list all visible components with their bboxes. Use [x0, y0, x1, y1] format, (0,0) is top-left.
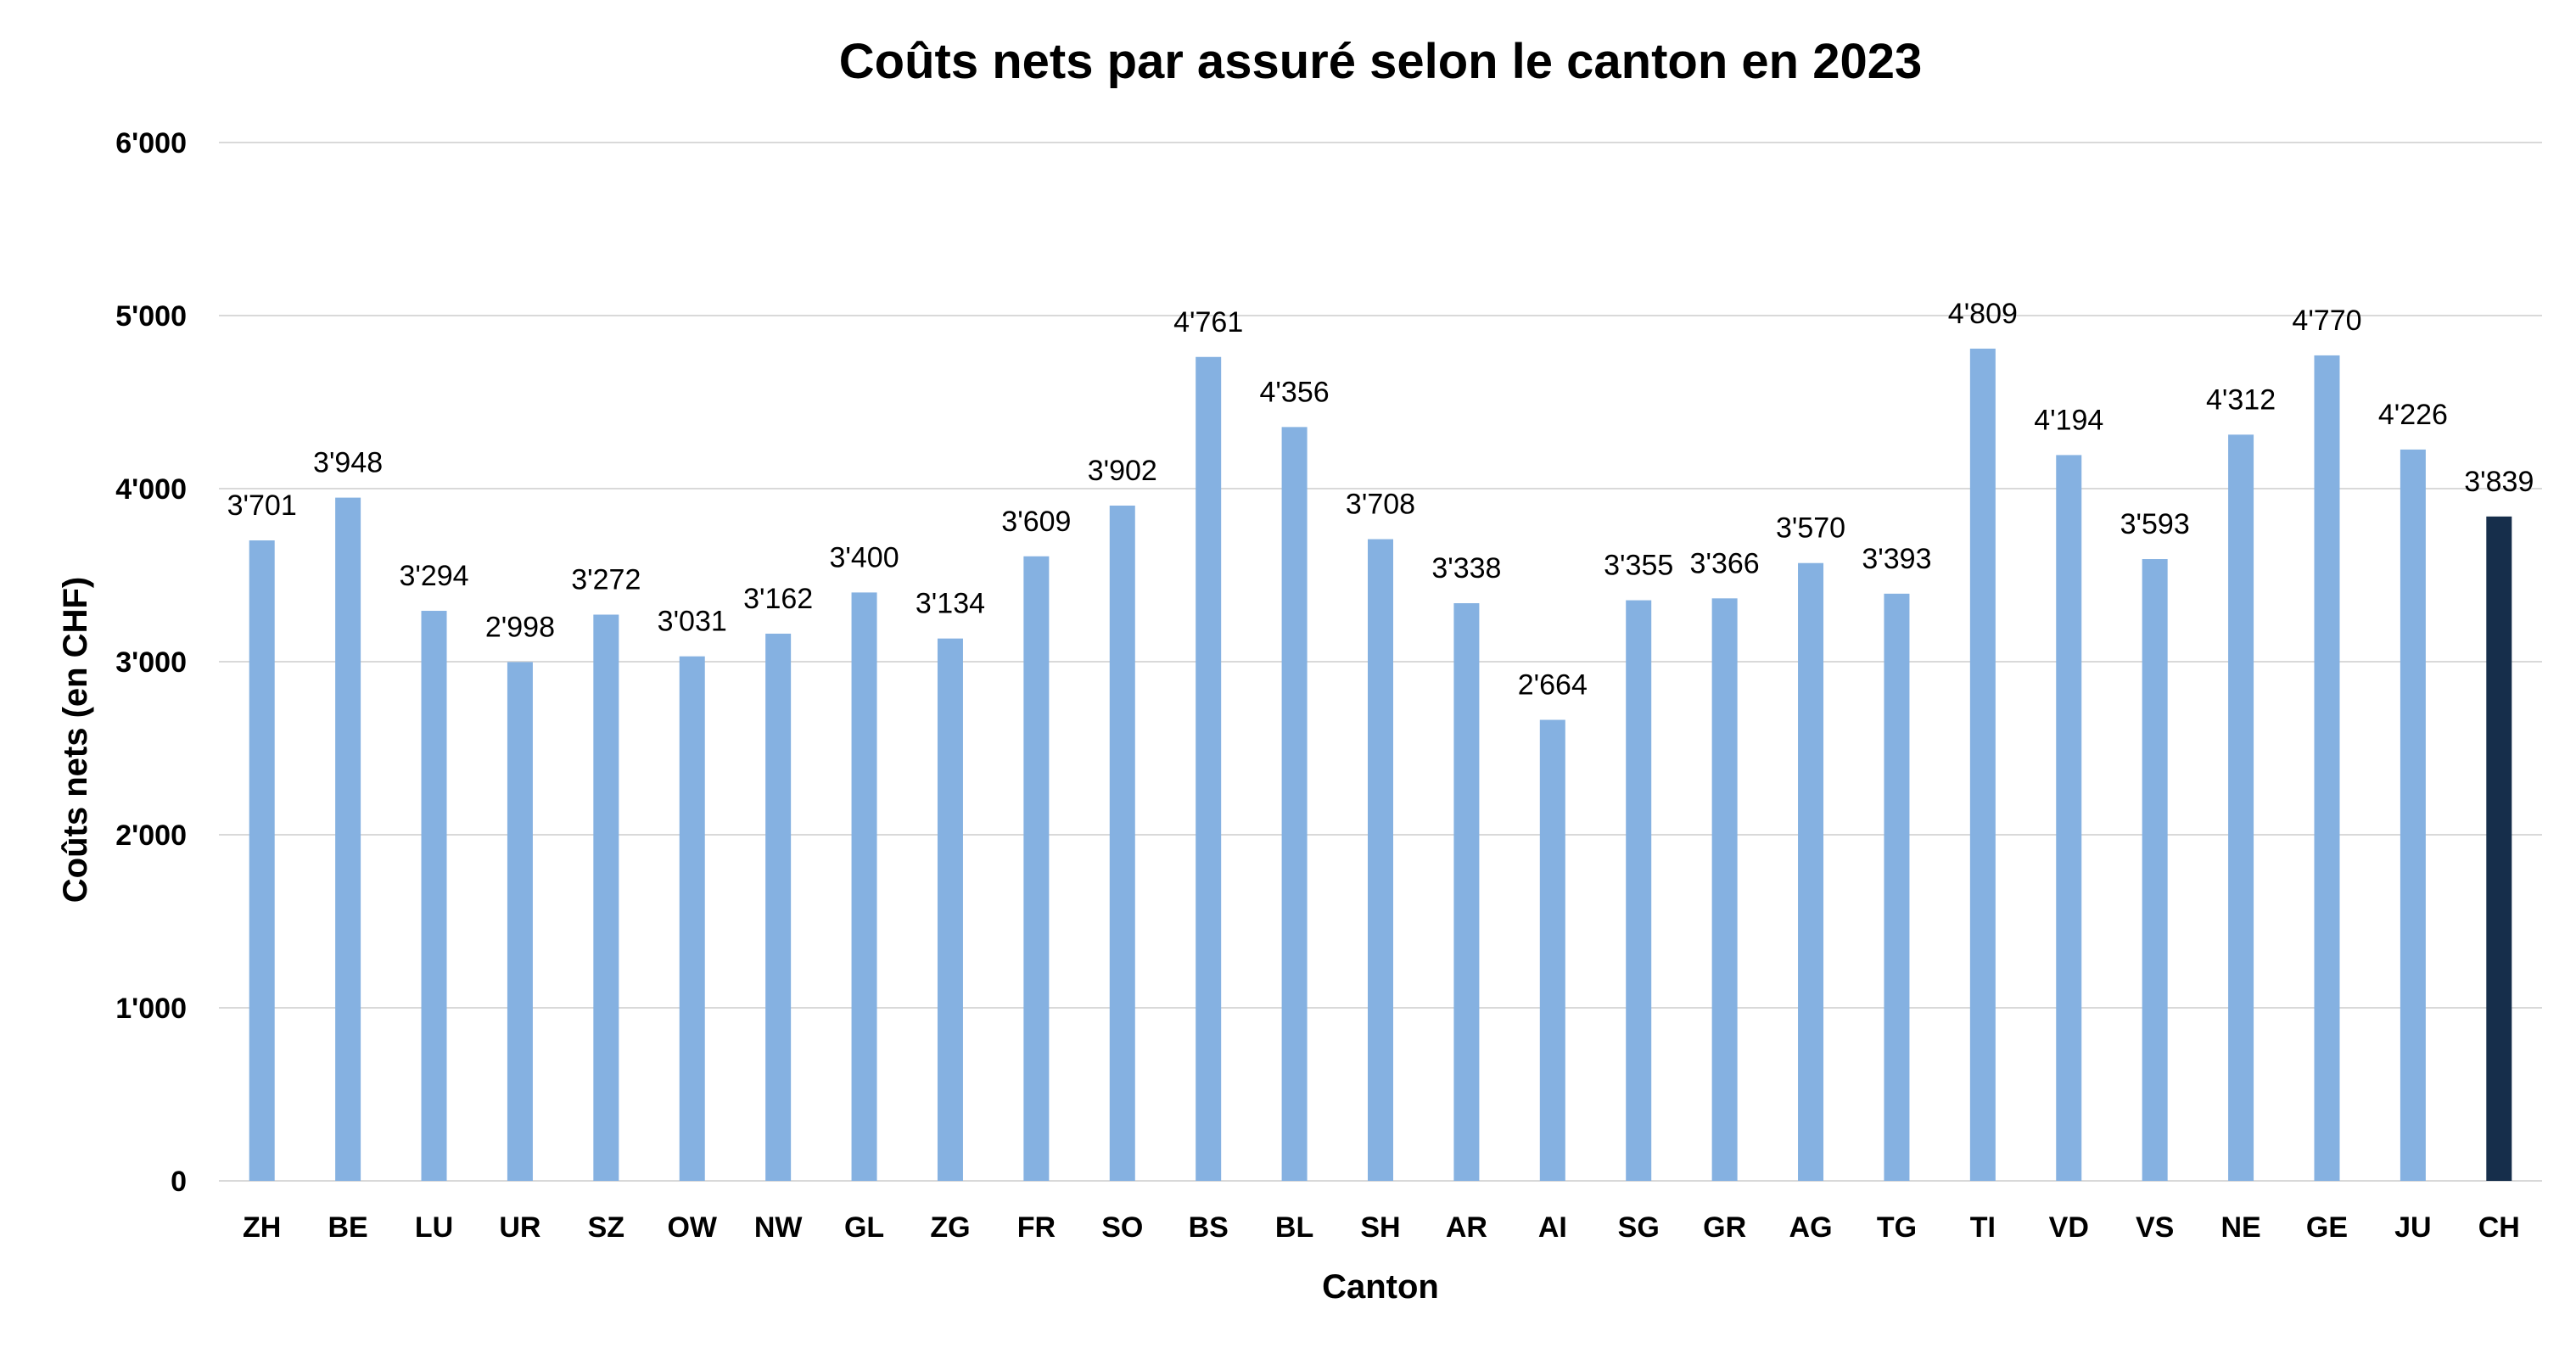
bar-gl [851, 592, 877, 1181]
data-label-zg: 3'134 [916, 588, 985, 620]
bar-ne [2228, 434, 2254, 1181]
x-tick-label-fr: FR [1017, 1211, 1056, 1244]
y-tick-label: 0 [171, 1166, 187, 1198]
bar-ow [679, 656, 705, 1181]
x-tick-label-ag: AG [1789, 1211, 1833, 1244]
x-tick-label-ow: OW [667, 1211, 717, 1244]
bar-zh [249, 540, 275, 1181]
bar-ti [1969, 348, 1996, 1181]
data-label-ar: 3'338 [1431, 552, 1501, 585]
x-tick-label-bl: BL [1275, 1211, 1313, 1244]
data-label-tg: 3'393 [1862, 543, 1931, 575]
x-tick-label-gr: GR [1703, 1211, 1746, 1244]
y-tick-label: 2'000 [115, 819, 187, 852]
data-label-bs: 4'761 [1173, 306, 1243, 338]
x-tick-label-sz: SZ [588, 1211, 624, 1244]
x-tick-label-ju: JU [2394, 1211, 2431, 1244]
data-label-ti: 4'809 [1948, 298, 2018, 330]
data-label-ch: 3'839 [2464, 466, 2534, 498]
chart-title: Coûts nets par assuré selon le canton en… [839, 34, 1922, 89]
bar-ju [2400, 449, 2426, 1181]
data-label-lu: 3'294 [399, 560, 468, 592]
bar-fr [1023, 556, 1050, 1181]
bar-ag [1798, 562, 1824, 1181]
bar-be [335, 497, 361, 1181]
data-label-ge: 4'770 [2292, 305, 2361, 337]
bar-tg [1884, 593, 1910, 1181]
bar-ge [2314, 355, 2340, 1181]
x-tick-label-ur: UR [499, 1211, 540, 1244]
data-label-fr: 3'609 [1001, 506, 1071, 538]
x-tick-label-sh: SH [1360, 1211, 1400, 1244]
x-axis-title: Canton [1322, 1268, 1439, 1306]
data-label-ag: 3'570 [1776, 512, 1845, 545]
x-tick-label-vd: VD [2049, 1211, 2089, 1244]
data-label-so: 3'902 [1088, 455, 1157, 487]
bar-zg [937, 638, 963, 1181]
data-label-sh: 3'708 [1346, 489, 1415, 521]
data-label-bl: 4'356 [1260, 376, 1330, 408]
y-tick-label: 1'000 [115, 993, 187, 1025]
x-tick-label-be: BE [328, 1211, 367, 1244]
bar-ai [1539, 719, 1565, 1181]
x-tick-label-ti: TI [1970, 1211, 1996, 1244]
bar-gr [1711, 598, 1738, 1181]
data-label-zh: 3'701 [227, 489, 297, 522]
y-axis-title: Coûts nets (en CHF) [57, 577, 94, 903]
x-tick-label-lu: LU [415, 1211, 453, 1244]
x-tick-label-sg: SG [1618, 1211, 1660, 1244]
data-label-ur: 2'998 [485, 611, 555, 643]
bar-bl [1281, 427, 1308, 1182]
bar-so [1109, 505, 1135, 1181]
data-label-be: 3'948 [313, 447, 383, 479]
bar-ur [507, 662, 533, 1181]
data-label-gl: 3'400 [829, 541, 899, 573]
bar-ch [2486, 516, 2512, 1181]
data-labels: 3'701 3'948 3'294 2'998 3'272 3'031 3'162 3'400… [227, 298, 2534, 702]
bar-sg [1626, 600, 1652, 1181]
x-tick-label-ge: GE [2306, 1211, 2348, 1244]
x-tick-label-bs: BS [1189, 1211, 1229, 1244]
data-label-ai: 2'664 [1518, 669, 1588, 702]
bar-ar [1453, 603, 1480, 1181]
data-label-nw: 3'162 [743, 583, 813, 615]
x-tick-label-zg: ZG [930, 1211, 970, 1244]
data-label-ne: 4'312 [2206, 383, 2276, 416]
bar-bs [1196, 356, 1222, 1182]
x-axis-ticks: ZH BE LU UR SZ OW NW GL ZG FR SO BS BL SH AR AI SG GR AG TG… [243, 1211, 2520, 1244]
bar-nw [765, 633, 792, 1181]
y-tick-label: 5'000 [115, 300, 187, 333]
y-tick-label: 4'000 [115, 473, 187, 506]
data-label-sg: 3'355 [1604, 550, 1673, 582]
data-label-vs: 3'593 [2120, 508, 2190, 540]
data-label-sz: 3'272 [571, 564, 641, 596]
x-tick-label-zh: ZH [243, 1211, 281, 1244]
x-tick-label-nw: NW [754, 1211, 804, 1244]
bars [249, 348, 2512, 1182]
bar-sh [1368, 539, 1393, 1181]
data-label-ju: 4'226 [2378, 399, 2448, 431]
bar-lu [421, 611, 447, 1181]
data-label-vd: 4'194 [2034, 404, 2103, 436]
data-label-ow: 3'031 [658, 606, 727, 638]
bar-vd [2056, 455, 2082, 1181]
y-tick-label: 6'000 [115, 127, 187, 159]
x-tick-label-ne: NE [2220, 1211, 2260, 1244]
bar-vs [2142, 559, 2168, 1181]
x-tick-label-ch: CH [2478, 1211, 2520, 1244]
x-tick-label-so: SO [1101, 1211, 1143, 1244]
data-label-gr: 3'366 [1690, 547, 1760, 579]
y-tick-label: 3'000 [115, 646, 187, 679]
x-tick-label-vs: VS [2136, 1211, 2174, 1244]
y-axis-ticks: 0 1'000 2'000 3'000 4'000 5'000 6'000 [115, 127, 187, 1198]
x-tick-label-ai: AI [1538, 1211, 1567, 1244]
x-tick-label-ar: AR [1446, 1211, 1487, 1244]
x-tick-label-gl: GL [844, 1211, 884, 1244]
bar-sz [593, 614, 619, 1181]
x-tick-label-tg: TG [1877, 1211, 1917, 1244]
